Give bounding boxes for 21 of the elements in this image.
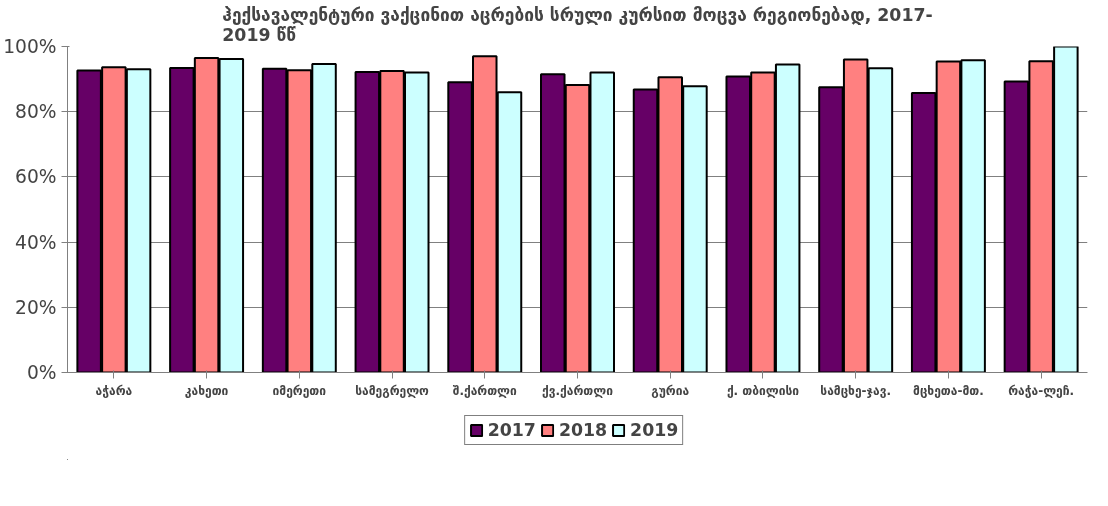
x-tick-label: აჭარა [95,383,133,398]
y-tick-label: 40% [15,231,57,253]
x-tick-label: რაჭა-ლეჩ. [1008,383,1075,398]
y-tick-label: 100% [3,36,57,57]
x-tick-label: სამცხე-ჯავ. [820,383,892,398]
y-tick-label: 60% [15,166,57,188]
x-tick-label: მცხეთა-მთ. [913,383,984,398]
x-tick-label: იმერეთი [272,383,327,398]
x-tick-label: სამეგრელო [355,383,430,398]
chart-title: ჰექსავალენტური ვაქცინით აცრების სრული კურსით მოცვა რეგიონებად, 2017- 2019 წწ [222,4,933,45]
x-tick-label: კახეთი [184,383,229,398]
x-tick-label: შ.ქართლი [452,383,518,398]
y-tick-label: 20% [15,296,57,318]
legend-label: 2018 [558,420,608,440]
x-tick-label: გურია [651,383,690,398]
x-tick-label: ქ. თბილისი [726,383,800,398]
legend-label: 2017 [487,420,536,440]
y-tick-label: 80% [15,101,57,123]
x-tick-label: ქვ.ქართლი [542,383,614,398]
y-tick-label: 0% [26,362,57,383]
legend-label: 2019 [630,420,679,440]
